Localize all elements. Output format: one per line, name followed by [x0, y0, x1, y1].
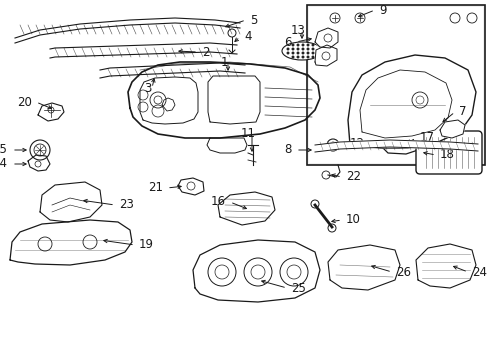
Polygon shape [314, 28, 337, 48]
Text: 2: 2 [202, 45, 209, 58]
Circle shape [296, 48, 299, 50]
Polygon shape [381, 139, 419, 154]
Polygon shape [40, 182, 102, 222]
Circle shape [311, 52, 314, 54]
Text: 12: 12 [349, 138, 364, 150]
Text: 8: 8 [284, 144, 291, 157]
Circle shape [306, 48, 308, 50]
Text: 11: 11 [240, 127, 255, 140]
Polygon shape [128, 62, 319, 138]
Circle shape [291, 48, 294, 50]
Bar [308, 7, 482, 163]
Circle shape [306, 56, 308, 58]
Polygon shape [15, 18, 240, 43]
Text: 10: 10 [346, 213, 360, 226]
Text: 14: 14 [0, 157, 8, 171]
Circle shape [291, 56, 294, 58]
Text: 5: 5 [249, 13, 257, 27]
Bar [306, 5, 484, 165]
Circle shape [301, 48, 304, 50]
Polygon shape [38, 103, 64, 121]
Circle shape [296, 52, 299, 54]
Text: 25: 25 [290, 282, 305, 294]
Circle shape [291, 44, 294, 46]
Polygon shape [193, 240, 319, 302]
Circle shape [301, 44, 304, 46]
Circle shape [296, 44, 299, 46]
Text: 22: 22 [346, 171, 360, 184]
Text: 13: 13 [290, 23, 305, 36]
Polygon shape [207, 76, 260, 124]
Text: 4: 4 [244, 31, 251, 44]
Text: 18: 18 [439, 148, 454, 162]
Polygon shape [140, 77, 198, 124]
Circle shape [311, 48, 314, 50]
Circle shape [286, 48, 288, 50]
Polygon shape [100, 63, 244, 78]
Circle shape [311, 56, 314, 58]
Text: 17: 17 [419, 131, 434, 144]
Polygon shape [314, 45, 336, 66]
Circle shape [311, 44, 314, 46]
Text: 3: 3 [144, 81, 151, 94]
Text: 6: 6 [284, 36, 291, 49]
Circle shape [296, 56, 299, 58]
Ellipse shape [282, 42, 321, 60]
Circle shape [306, 44, 308, 46]
Text: 7: 7 [458, 105, 466, 118]
Polygon shape [218, 192, 274, 225]
Polygon shape [10, 220, 132, 265]
Text: 26: 26 [395, 265, 410, 279]
Polygon shape [415, 244, 475, 288]
Text: 19: 19 [139, 238, 154, 252]
Polygon shape [347, 55, 475, 148]
Text: 9: 9 [378, 4, 386, 17]
Circle shape [286, 52, 288, 54]
Polygon shape [178, 178, 203, 195]
Text: 15: 15 [0, 144, 8, 157]
Polygon shape [327, 245, 399, 290]
Polygon shape [439, 120, 464, 138]
Text: 21: 21 [148, 181, 163, 194]
Circle shape [306, 52, 308, 54]
Circle shape [301, 56, 304, 58]
Polygon shape [314, 140, 477, 152]
Text: 1: 1 [220, 55, 227, 68]
Polygon shape [50, 43, 237, 58]
Circle shape [291, 52, 294, 54]
Circle shape [301, 52, 304, 54]
FancyBboxPatch shape [415, 131, 481, 174]
Text: 20: 20 [17, 95, 32, 108]
Polygon shape [28, 155, 50, 171]
Polygon shape [50, 44, 238, 60]
Text: 24: 24 [471, 265, 486, 279]
Text: 16: 16 [210, 195, 225, 208]
Text: 23: 23 [119, 198, 134, 211]
